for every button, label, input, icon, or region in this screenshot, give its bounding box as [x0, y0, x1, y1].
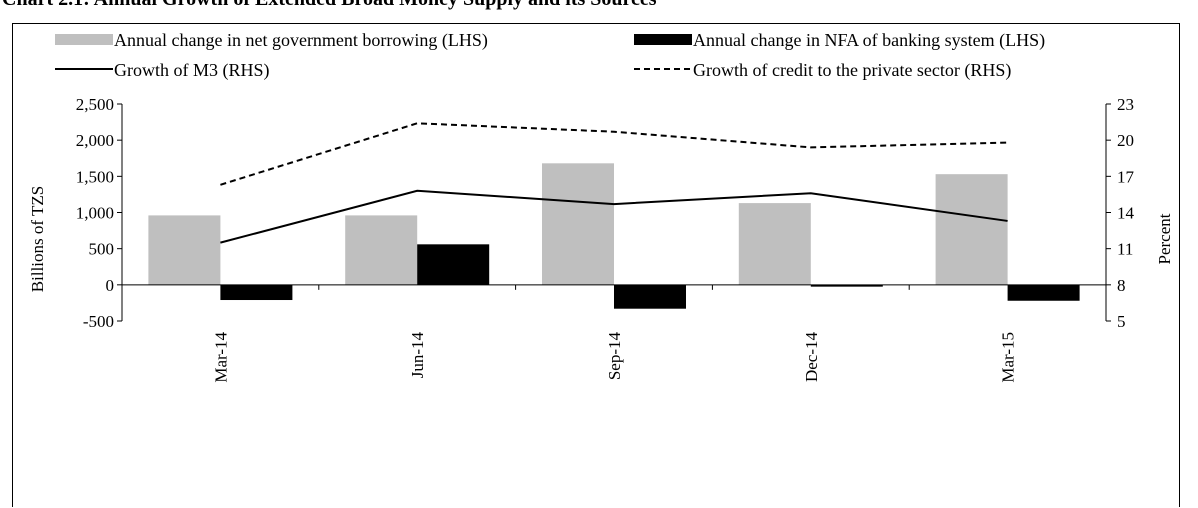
- bar-gov-borrowing-dec-14: [738, 203, 811, 285]
- legend-swatch-gov-borrowing: [55, 34, 113, 45]
- y-tick-label-right: 20: [1117, 131, 1134, 150]
- bar-nfa-jun-14: [417, 244, 490, 285]
- legend-label-private-credit: Growth of credit to the private sector (…: [693, 60, 1011, 81]
- y-tick-label-left: -500: [83, 312, 114, 331]
- y-tick-label-left: 1,500: [76, 167, 114, 186]
- legend-swatch-nfa: [634, 34, 692, 45]
- y-tick-label-left: 0: [106, 276, 115, 295]
- y-tick-label-left: 1,000: [76, 204, 114, 223]
- bar-gov-borrowing-sep-14: [542, 163, 614, 285]
- bar-gov-borrowing-mar-14: [148, 215, 221, 285]
- y-tick-label-right: 8: [1117, 276, 1126, 295]
- chart-svg: Annual change in net government borrowin…: [28, 30, 1174, 383]
- y-tick-label-right: 17: [1117, 167, 1135, 186]
- bar-nfa-mar-14: [220, 284, 293, 301]
- x-tick-label: Sep-14: [605, 332, 624, 381]
- bar-gov-borrowing-mar-15: [935, 174, 1008, 285]
- y-axis-label-right: Percent: [1155, 213, 1174, 264]
- bar-nfa-dec-14: [810, 284, 883, 287]
- chart-frame: Annual change in net government borrowin…: [12, 23, 1180, 507]
- x-tick-label: Mar-15: [999, 332, 1018, 383]
- y-tick-label-right: 14: [1117, 204, 1135, 223]
- y-tick-label-right: 5: [1117, 312, 1126, 331]
- y-tick-label-left: 2,000: [76, 131, 114, 150]
- bar-gov-borrowing-jun-14: [345, 215, 418, 285]
- line-m3: [220, 189, 1008, 244]
- y-axis-label-left: Billions of TZS: [28, 186, 47, 292]
- legend-label-gov-borrowing: Annual change in net government borrowin…: [114, 30, 488, 51]
- legend-label-m3: Growth of M3 (RHS): [114, 60, 270, 81]
- y-tick-label-right: 23: [1117, 95, 1134, 114]
- line-private-credit: [220, 122, 1008, 186]
- x-tick-label: Jun-14: [408, 332, 427, 379]
- bar-nfa-sep-14: [614, 284, 686, 309]
- x-tick-label: Dec-14: [802, 332, 821, 383]
- y-tick-label-left: 2,500: [76, 95, 114, 114]
- legend: Annual change in net government borrowin…: [55, 30, 1045, 81]
- plot-area: -500 0 500 1,000 1,500 2,000 2,500 5 8 11 14 17 20 23…: [76, 95, 1135, 383]
- chart-title: Chart 2.1: Annual Growth of Extended Bro…: [2, 0, 657, 11]
- legend-item-nfa: Annual change in NFA of banking system (…: [634, 30, 1045, 51]
- legend-label-nfa: Annual change in NFA of banking system (…: [693, 30, 1045, 51]
- bar-nfa-mar-15: [1007, 284, 1080, 301]
- legend-item-gov-borrowing: Annual change in net government borrowin…: [55, 30, 488, 51]
- legend-item-m3: Growth of M3 (RHS): [55, 60, 270, 81]
- x-tick-label: Mar-14: [211, 332, 230, 383]
- y-tick-label-left: 500: [89, 240, 115, 259]
- legend-item-private-credit: Growth of credit to the private sector (…: [634, 60, 1011, 81]
- y-tick-label-right: 11: [1117, 240, 1133, 259]
